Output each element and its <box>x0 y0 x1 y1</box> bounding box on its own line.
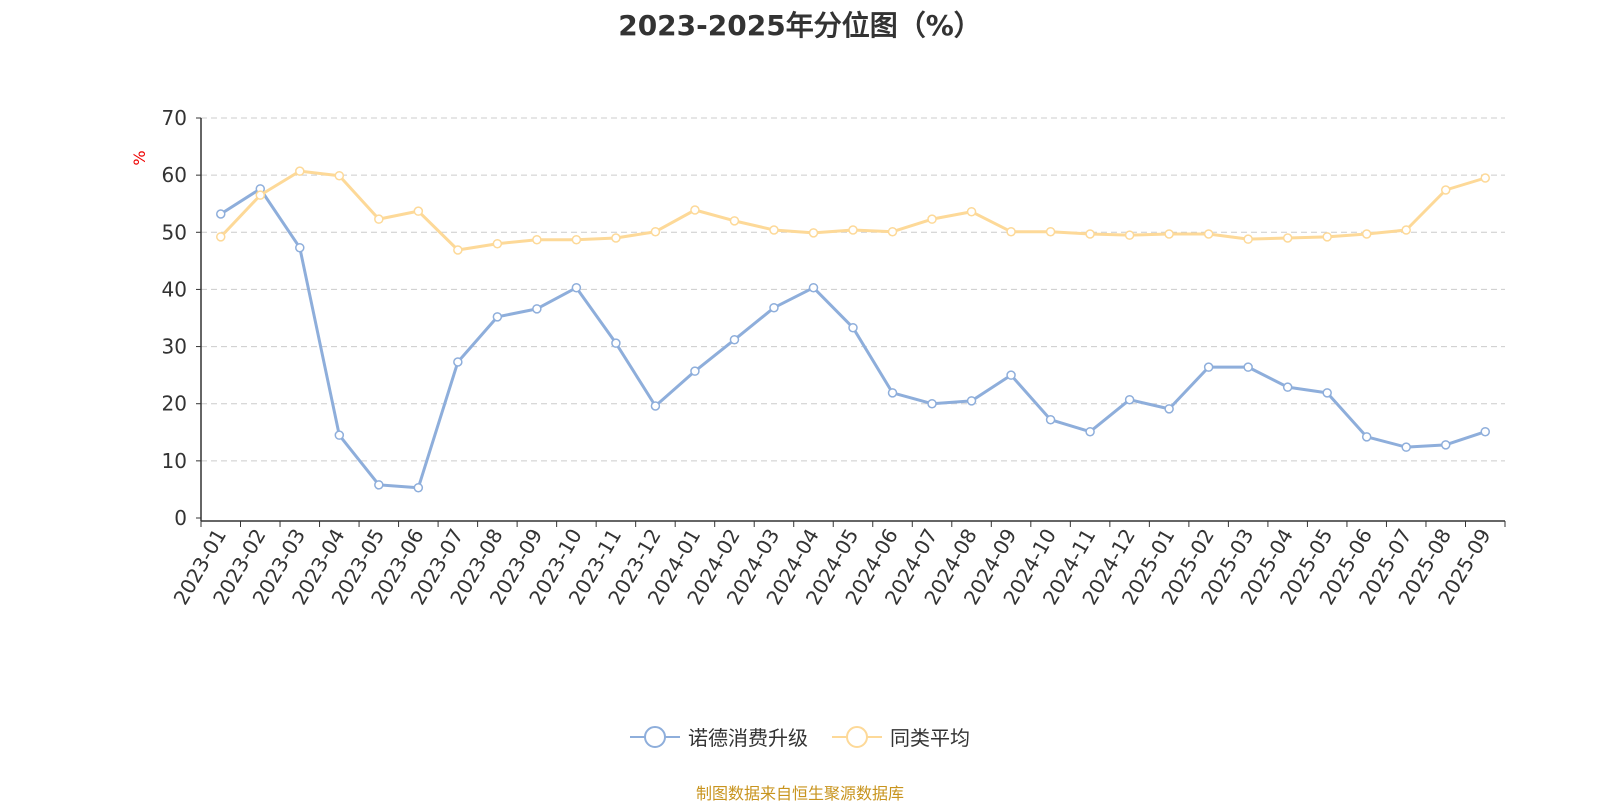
y-tick-label: 40 <box>162 277 187 301</box>
data-point <box>571 234 582 245</box>
data-point <box>690 205 700 215</box>
data-point <box>966 396 977 406</box>
data-point <box>887 226 898 237</box>
data-point <box>1361 432 1372 442</box>
data-point <box>295 242 305 253</box>
data-point <box>1164 404 1174 414</box>
data-point <box>413 482 424 493</box>
data-point <box>1480 173 1490 183</box>
y-tick-label: 50 <box>162 220 187 244</box>
source-note: 制图数据来自恒生聚源数据库 <box>695 784 904 803</box>
data-point <box>690 366 700 376</box>
data-point <box>1085 426 1095 437</box>
data-point <box>1282 382 1293 392</box>
legend-label-fund: 诺德消费升级 <box>688 726 808 750</box>
data-point <box>532 304 542 314</box>
data-point <box>848 225 858 235</box>
y-tick-label: 0 <box>174 506 187 530</box>
legend-marker-average-icon <box>832 725 882 748</box>
data-point <box>1085 229 1095 239</box>
y-tick-label: 70 <box>162 106 187 130</box>
data-point <box>1401 225 1411 235</box>
data-point <box>1045 226 1056 237</box>
legend-marker-fund-icon <box>630 725 680 748</box>
data-point <box>1440 185 1451 195</box>
data-point <box>1401 442 1411 452</box>
data-point <box>769 302 779 313</box>
data-point <box>334 170 345 181</box>
data-point <box>255 190 266 200</box>
data-point <box>1361 229 1372 239</box>
y-tick-label: 10 <box>162 449 187 473</box>
data-point <box>1322 388 1332 398</box>
data-point <box>1322 232 1332 242</box>
data-point <box>927 214 937 224</box>
data-point <box>1480 426 1490 437</box>
data-point <box>571 282 582 293</box>
data-point <box>295 166 305 176</box>
data-point <box>1006 370 1016 380</box>
data-point <box>729 334 740 345</box>
y-tick-label: 30 <box>162 335 187 359</box>
data-point <box>374 214 384 224</box>
data-point <box>453 357 463 367</box>
data-point <box>611 233 621 243</box>
chart-title: 2023-2025年分位图（%） <box>618 9 982 42</box>
data-point <box>413 206 424 216</box>
data-point <box>1203 229 1214 239</box>
data-point <box>1243 362 1253 372</box>
data-point <box>1164 229 1174 239</box>
data-point <box>1203 362 1214 372</box>
data-point <box>769 225 779 235</box>
legend: 诺德消费升级 同类平均 <box>0 722 1600 751</box>
series-line-1 <box>219 169 1486 252</box>
data-point <box>966 206 977 217</box>
data-point <box>729 216 740 226</box>
data-point <box>374 480 384 490</box>
data-point <box>927 398 937 409</box>
data-point <box>453 245 463 255</box>
data-point <box>1243 234 1253 244</box>
legend-item-average[interactable]: 同类平均 <box>832 722 970 751</box>
data-point <box>532 234 542 245</box>
data-point <box>650 401 661 411</box>
data-point <box>808 282 819 293</box>
data-point <box>334 430 345 440</box>
y-tick-label: 60 <box>162 163 187 187</box>
data-point <box>1045 414 1056 425</box>
data-point <box>887 388 898 398</box>
data-point <box>808 228 819 238</box>
data-point <box>1440 440 1451 450</box>
data-point <box>1124 230 1135 240</box>
data-point <box>1006 226 1016 237</box>
data-point <box>611 338 621 348</box>
data-point <box>216 232 226 242</box>
data-point <box>492 312 503 322</box>
data-point <box>650 226 661 237</box>
legend-item-fund[interactable]: 诺德消费升级 <box>630 722 808 751</box>
data-point <box>1282 233 1293 243</box>
y-axis-label: % <box>130 150 149 165</box>
data-point <box>216 209 226 219</box>
legend-label-average: 同类平均 <box>890 726 970 750</box>
y-tick-label: 20 <box>162 392 187 416</box>
data-point <box>492 238 503 249</box>
data-point <box>1124 394 1135 405</box>
data-point <box>848 322 858 333</box>
